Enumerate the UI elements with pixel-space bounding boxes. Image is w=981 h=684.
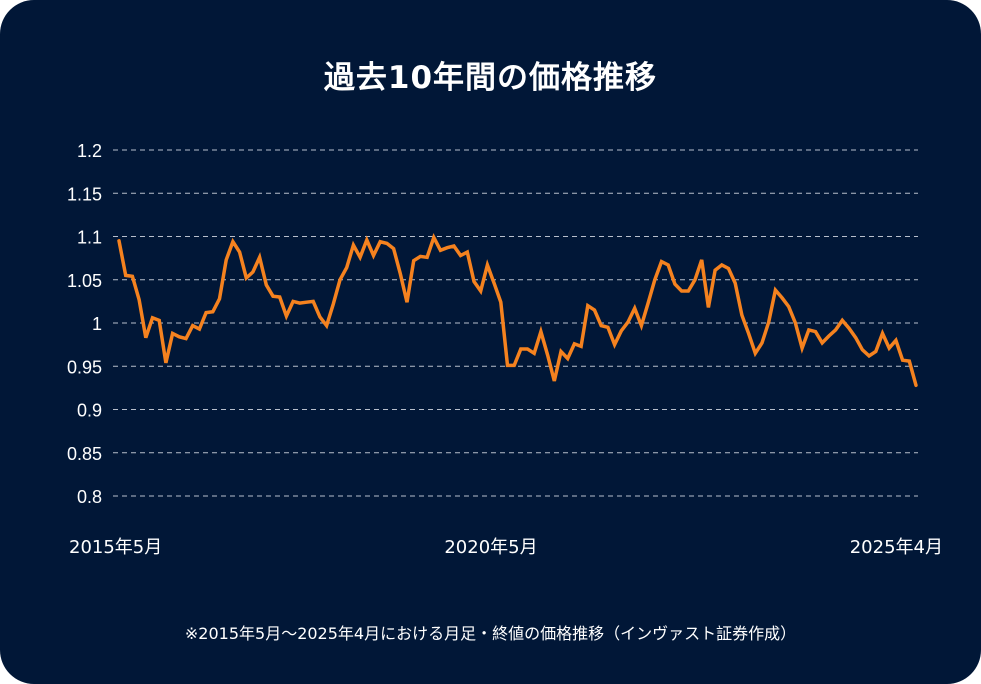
y-tick-label: 1.1: [77, 228, 102, 248]
y-tick-label: 1.15: [67, 184, 102, 204]
y-tick-label: 0.95: [67, 357, 102, 377]
footnote: ※2015年5月～2025年4月における月足・終値の価格推移（インヴァスト証券作…: [184, 624, 797, 643]
price-series-line: [117, 232, 918, 388]
y-tick-label: 0.8: [77, 487, 102, 507]
y-tick-label: 1: [92, 314, 102, 334]
x-tick-label: 2025年4月: [850, 537, 943, 558]
x-tick-label: 2015年5月: [69, 537, 162, 558]
chart-title: 過去10年間の価格推移: [323, 60, 658, 96]
y-tick-label: 1.2: [77, 141, 102, 161]
y-tick-label: 1.05: [67, 271, 102, 291]
y-tick-label: 0.85: [67, 444, 102, 464]
y-tick-label: 0.9: [77, 401, 102, 421]
x-tick-label: 2020年5月: [444, 537, 537, 558]
